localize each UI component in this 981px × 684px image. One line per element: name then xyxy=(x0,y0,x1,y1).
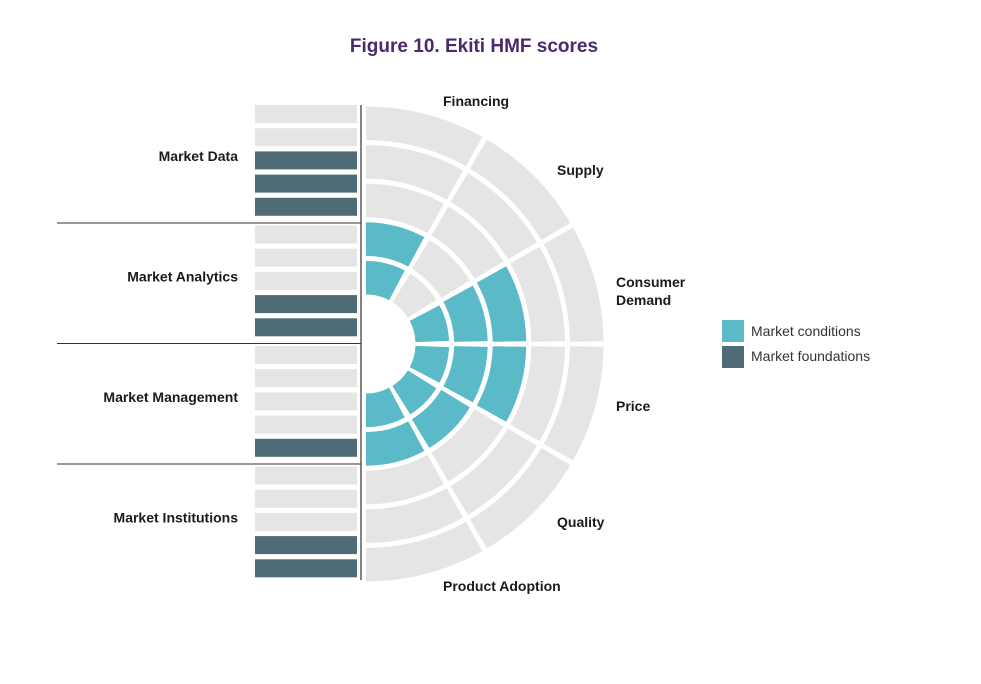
fan-cell-product-adoption-4 xyxy=(366,488,464,543)
fan-label-financing: Financing xyxy=(443,93,509,109)
bar-market-management-2 xyxy=(255,415,357,434)
bar-market-management-4 xyxy=(255,369,357,388)
legend-label-market-foundations: Market foundations xyxy=(751,348,870,364)
bar-market-management-5 xyxy=(255,346,357,364)
bar-market-data-4 xyxy=(255,128,357,147)
legend-swatch-market-conditions xyxy=(722,320,744,342)
fan-cell-price-5 xyxy=(543,346,604,461)
legend: Market conditions Market foundations xyxy=(722,320,870,368)
fan-label-quality: Quality xyxy=(557,514,605,530)
fan-cell-quality-4 xyxy=(450,428,537,515)
bar-label-market-institutions: Market Institutions xyxy=(114,510,239,526)
fan-cell-price-3 xyxy=(476,346,527,422)
fan-cell-price-2 xyxy=(443,346,488,403)
bar-market-analytics-1 xyxy=(255,318,357,337)
chart-title: Figure 10. Ekiti HMF scores xyxy=(350,36,598,57)
bar-market-management-3 xyxy=(255,392,357,411)
fan-cell-price-1 xyxy=(409,345,450,383)
group-dividers xyxy=(57,105,362,580)
fan-cell-consumer-demand-3 xyxy=(476,266,527,342)
fan-cell-quality-1 xyxy=(392,370,437,415)
fan-cell-supply-1 xyxy=(392,273,437,318)
fan-cell-consumer-demand-4 xyxy=(510,246,565,342)
fan-cell-supply-4 xyxy=(450,173,537,260)
fan-cell-price-4 xyxy=(510,346,565,442)
bar-market-institutions-3 xyxy=(255,512,357,531)
bar-label-market-management: Market Management xyxy=(103,389,238,405)
bar-market-management-1 xyxy=(255,438,357,457)
bar-market-data-5 xyxy=(255,105,357,123)
bar-label-market-data: Market Data xyxy=(159,148,239,164)
fan-label-price: Price xyxy=(616,398,650,414)
bar-market-institutions-2 xyxy=(255,536,357,555)
market-conditions-fan xyxy=(366,106,604,582)
bar-market-institutions-4 xyxy=(255,489,357,508)
fan-cell-financing-5 xyxy=(366,106,483,167)
bar-market-data-3 xyxy=(255,151,357,170)
fan-label-product-adoption: Product Adoption xyxy=(443,578,561,594)
fan-cell-consumer-demand-2 xyxy=(443,285,488,342)
bar-label-market-analytics: Market Analytics xyxy=(127,269,238,285)
fan-cell-product-adoption-2 xyxy=(366,421,425,466)
bar-market-institutions-5 xyxy=(255,466,357,485)
fan-cell-financing-1 xyxy=(366,260,405,301)
fan-cell-consumer-demand-1 xyxy=(409,305,450,343)
fan-cell-quality-3 xyxy=(431,409,504,482)
fan-cell-financing-3 xyxy=(366,183,444,234)
legend-swatch-market-foundations xyxy=(722,346,744,368)
fan-cell-quality-5 xyxy=(469,447,571,549)
fan-label-supply: Supply xyxy=(557,162,604,178)
fan-cell-supply-3 xyxy=(431,206,504,279)
market-conditions-labels: Financing Supply Consumer Demand Price Qualit… xyxy=(443,93,686,594)
fan-cell-quality-2 xyxy=(411,389,470,448)
fan-cell-supply-2 xyxy=(411,240,470,299)
legend-label-market-conditions: Market conditions xyxy=(751,323,861,339)
fan-cell-product-adoption-1 xyxy=(366,387,405,428)
bar-market-data-2 xyxy=(255,174,357,193)
bar-market-analytics-2 xyxy=(255,295,357,314)
bar-market-data-1 xyxy=(255,197,357,216)
fan-cell-supply-5 xyxy=(469,139,571,241)
market-foundations-labels: Market Data Market Analytics Market Manage… xyxy=(103,148,238,526)
fan-label-consumer-demand: Consumer Demand xyxy=(616,274,686,308)
market-foundations-bars xyxy=(255,105,357,578)
bar-market-analytics-3 xyxy=(255,271,357,290)
bar-market-institutions-1 xyxy=(255,559,357,578)
fan-cell-financing-2 xyxy=(366,222,425,267)
fan-cell-financing-4 xyxy=(366,145,464,200)
fan-cell-consumer-demand-5 xyxy=(543,227,604,342)
bar-market-analytics-4 xyxy=(255,248,357,267)
bar-market-analytics-5 xyxy=(255,225,357,244)
fan-cell-product-adoption-5 xyxy=(366,521,483,582)
fan-cell-product-adoption-3 xyxy=(366,454,444,505)
